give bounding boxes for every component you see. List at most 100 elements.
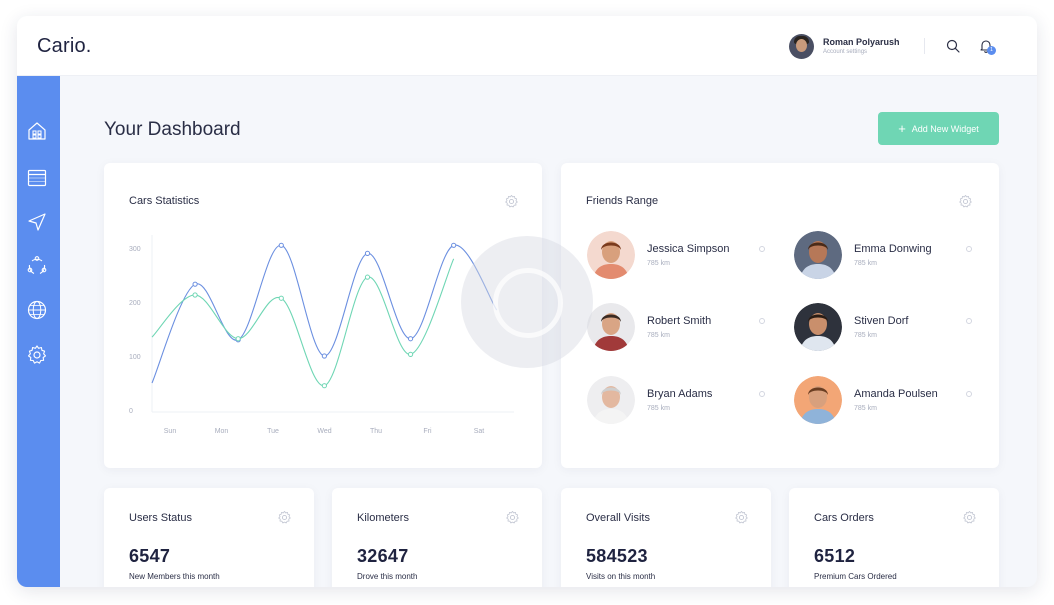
stat-value: 584523 (586, 546, 648, 566)
card-settings-icon[interactable] (277, 510, 292, 525)
data-point[interactable] (407, 336, 414, 342)
data-point[interactable] (192, 281, 198, 287)
cars-statistics-chart: 0 100 200 300 Sun Mon Tue Wed Thu Fri Sat (129, 235, 514, 435)
friend-status-dot (759, 391, 765, 397)
friend-distance: 785 km (647, 260, 670, 267)
home-icon[interactable] (26, 120, 48, 142)
card-settings-icon[interactable] (962, 510, 977, 525)
x-tick-label: Sat (474, 428, 485, 435)
friend-avatar[interactable] (794, 376, 842, 424)
data-point[interactable] (278, 295, 284, 301)
friend-avatar[interactable] (587, 303, 635, 351)
friend-status-dot (759, 246, 765, 252)
stat-subtitle: New Members this month (129, 572, 220, 581)
data-point[interactable] (321, 383, 327, 389)
page-title: Your Dashboard (104, 119, 241, 140)
data-point[interactable] (278, 242, 284, 248)
app-logo[interactable]: Cario. (37, 35, 92, 57)
stat-title: Cars Orders (814, 512, 874, 524)
globe-icon[interactable] (26, 299, 48, 321)
data-point[interactable] (451, 242, 457, 248)
series-line (151, 244, 498, 384)
friend-distance: 785 km (647, 332, 670, 339)
calendar-icon[interactable] (26, 167, 48, 189)
friend-avatar[interactable] (587, 376, 635, 424)
y-tick-label: 200 (129, 300, 141, 307)
network-icon[interactable] (26, 255, 48, 277)
plus-icon: + (898, 121, 906, 136)
navigation-icon[interactable] (26, 211, 48, 233)
app-window: Cario. Roman Polyarush Account settings … (17, 16, 1037, 587)
data-point[interactable] (235, 336, 241, 342)
friend-avatar[interactable] (794, 231, 842, 279)
stat-value: 6512 (814, 546, 856, 566)
sidebar (17, 76, 60, 587)
add-new-widget-button[interactable]: + Add New Widget (878, 112, 999, 145)
friend-name[interactable]: Robert Smith (647, 315, 712, 327)
cars-statistics-card: Cars Statistics 0 100 200 300 Sun Mon Tue Wed Th… (104, 163, 542, 468)
stat-title: Kilometers (357, 512, 409, 524)
friend-status-dot (966, 391, 972, 397)
search-icon[interactable] (945, 38, 961, 54)
y-tick-label: 300 (129, 246, 141, 253)
add-new-widget-label: Add New Widget (911, 123, 979, 134)
friends-range-card: Friends Range Jessica Simpson 785 km Emma … (561, 163, 999, 468)
y-tick-label: 0 (129, 408, 133, 415)
kilometers-card: Kilometers 32647 Drove this month (332, 488, 542, 587)
stat-title: Users Status (129, 512, 192, 524)
x-tick-label: Sun (164, 428, 177, 435)
x-tick-label: Fri (423, 428, 432, 435)
friend-status-dot (759, 318, 765, 324)
friend-name[interactable]: Stiven Dorf (854, 315, 909, 327)
friend-item[interactable]: Jessica Simpson 785 km (587, 231, 787, 281)
friend-avatar[interactable] (587, 231, 635, 279)
friend-item[interactable]: Stiven Dorf 785 km (794, 303, 994, 353)
x-tick-label: Wed (317, 428, 331, 435)
y-tick-label: 100 (129, 354, 141, 361)
x-tick-label: Tue (267, 428, 279, 435)
cars-orders-card: Cars Orders 6512 Premium Cars Ordered (789, 488, 999, 587)
notification-badge: 1 (987, 46, 996, 55)
stat-value: 32647 (357, 546, 409, 566)
data-point[interactable] (364, 250, 371, 257)
friend-item[interactable]: Amanda Poulsen 785 km (794, 376, 994, 426)
settings-icon[interactable] (26, 344, 48, 366)
top-bar: Cario. Roman Polyarush Account settings … (17, 16, 1037, 76)
friend-item[interactable]: Emma Donwing 785 km (794, 231, 994, 281)
data-point[interactable] (407, 351, 414, 357)
card-settings-icon[interactable] (958, 194, 973, 209)
data-point[interactable] (321, 353, 327, 359)
watermark-logo (461, 236, 593, 368)
friend-distance: 785 km (854, 260, 877, 267)
stat-subtitle: Premium Cars Ordered (814, 572, 897, 581)
overall-visits-card: Overall Visits 584523 Visits on this mon… (561, 488, 771, 587)
x-tick-label: Mon (215, 428, 229, 435)
stat-title: Overall Visits (586, 512, 650, 524)
account-settings-link[interactable]: Account settings (823, 49, 868, 55)
friend-status-dot (966, 246, 972, 252)
stat-value: 6547 (129, 546, 171, 566)
stat-subtitle: Visits on this month (586, 572, 656, 581)
friend-distance: 785 km (854, 332, 877, 339)
user-avatar[interactable] (789, 33, 814, 59)
data-point[interactable] (192, 292, 198, 298)
friend-name[interactable]: Bryan Adams (647, 388, 713, 400)
cars-statistics-title: Cars Statistics (129, 195, 200, 207)
friend-status-dot (966, 318, 972, 324)
x-tick-label: Thu (370, 428, 382, 435)
card-settings-icon[interactable] (504, 194, 519, 209)
friend-distance: 785 km (854, 405, 877, 412)
friend-avatar[interactable] (794, 303, 842, 351)
friend-name[interactable]: Emma Donwing (854, 243, 932, 255)
stat-subtitle: Drove this month (357, 572, 418, 581)
user-profile[interactable]: Roman Polyarush Account settings (789, 33, 900, 59)
user-name[interactable]: Roman Polyarush (823, 37, 900, 47)
data-point[interactable] (364, 274, 371, 280)
friend-name[interactable]: Amanda Poulsen (854, 388, 938, 400)
card-settings-icon[interactable] (505, 510, 520, 525)
friend-distance: 785 km (647, 405, 670, 412)
card-settings-icon[interactable] (734, 510, 749, 525)
friend-item[interactable]: Bryan Adams 785 km (587, 376, 787, 426)
friend-name[interactable]: Jessica Simpson (647, 243, 730, 255)
friend-item[interactable]: Robert Smith 785 km (587, 303, 787, 353)
